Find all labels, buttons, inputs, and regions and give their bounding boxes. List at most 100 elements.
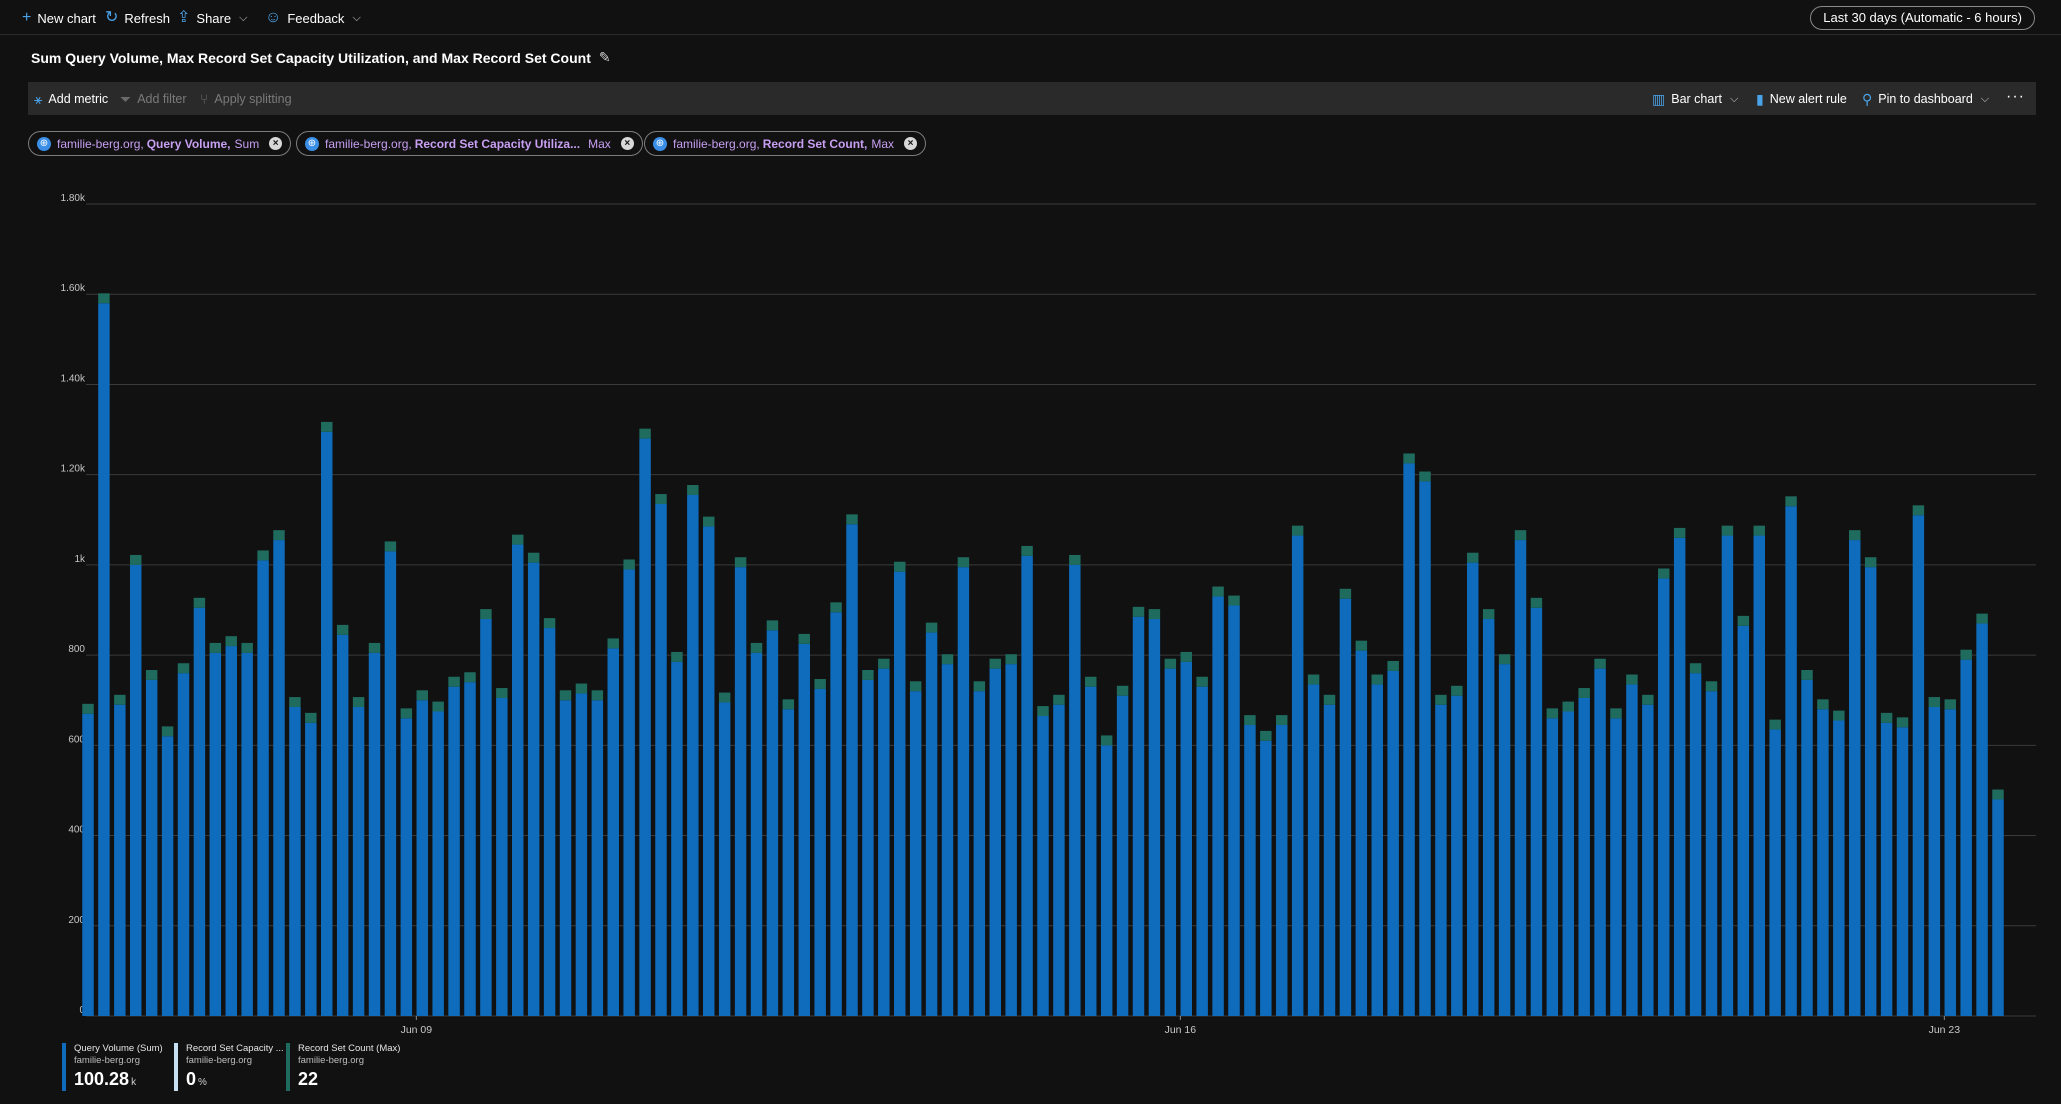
- bar-query-volume[interactable]: [1880, 722, 1893, 1016]
- bar-query-volume[interactable]: [1562, 711, 1574, 1017]
- bar-query-volume[interactable]: [1085, 686, 1097, 1016]
- bar-record-set-count[interactable]: [1053, 694, 1065, 705]
- bar-query-volume[interactable]: [512, 544, 524, 1016]
- legend-item-query-volume[interactable]: Query Volume (Sum) familie-berg.org 100.…: [62, 1043, 163, 1091]
- bar-record-set-count[interactable]: [1116, 685, 1129, 696]
- bar-query-volume[interactable]: [1944, 709, 1956, 1016]
- bar-record-set-count[interactable]: [1291, 525, 1304, 536]
- bar-record-set-count[interactable]: [1530, 597, 1543, 608]
- bar-record-set-count[interactable]: [336, 624, 349, 635]
- bar-record-set-count[interactable]: [1451, 685, 1463, 696]
- bar-query-volume[interactable]: [1817, 709, 1829, 1016]
- bar-query-volume[interactable]: [82, 713, 94, 1016]
- bar-record-set-count[interactable]: [591, 690, 604, 701]
- bar-record-set-count[interactable]: [1164, 658, 1177, 669]
- bar-record-set-count[interactable]: [1132, 606, 1145, 617]
- bar-record-set-count[interactable]: [1355, 640, 1368, 651]
- bar-query-volume[interactable]: [1371, 684, 1383, 1016]
- bar-query-volume[interactable]: [1928, 706, 1941, 1016]
- bar-record-set-count[interactable]: [1864, 557, 1877, 568]
- bar-query-volume[interactable]: [480, 619, 492, 1016]
- bar-record-set-count[interactable]: [1212, 586, 1224, 597]
- bar-query-volume[interactable]: [1976, 623, 1988, 1016]
- bar-record-set-count[interactable]: [1753, 525, 1765, 536]
- bar-query-volume[interactable]: [1100, 745, 1113, 1016]
- bar-record-set-count[interactable]: [1403, 453, 1415, 464]
- bar-record-set-count[interactable]: [798, 633, 810, 644]
- bar-query-volume[interactable]: [925, 632, 938, 1016]
- bar-record-set-count[interactable]: [241, 642, 253, 653]
- bar-query-volume[interactable]: [1148, 619, 1161, 1016]
- bar-record-set-count[interactable]: [464, 672, 476, 683]
- bar-query-volume[interactable]: [496, 697, 508, 1016]
- bar-query-volume[interactable]: [1864, 567, 1877, 1016]
- bar-query-volume[interactable]: [384, 551, 397, 1016]
- bar-record-set-count[interactable]: [718, 692, 731, 703]
- bar-query-volume[interactable]: [273, 540, 285, 1016]
- bar-query-volume[interactable]: [321, 431, 333, 1016]
- bar-query-volume[interactable]: [368, 652, 381, 1016]
- bar-record-set-count[interactable]: [957, 557, 970, 568]
- bar-record-set-count[interactable]: [1005, 654, 1017, 665]
- bar-query-volume[interactable]: [1833, 720, 1845, 1016]
- bar-record-set-count[interactable]: [257, 550, 269, 561]
- pin-to-dashboard-dropdown[interactable]: ⚲ Pin to dashboard ⌵: [1862, 90, 1989, 108]
- more-options-button[interactable]: ···: [2006, 88, 2025, 105]
- bar-record-set-count[interactable]: [973, 681, 986, 692]
- bar-record-set-count[interactable]: [1896, 717, 1909, 728]
- bar-query-volume[interactable]: [559, 700, 572, 1016]
- bar-record-set-count[interactable]: [1833, 710, 1845, 721]
- bar-query-volume[interactable]: [1228, 605, 1240, 1016]
- bar-query-volume[interactable]: [1992, 799, 2004, 1016]
- bar-record-set-count[interactable]: [1673, 527, 1686, 538]
- bar-record-set-count[interactable]: [1594, 658, 1606, 669]
- bar-record-set-count[interactable]: [1228, 595, 1240, 606]
- legend-item-record-set-count[interactable]: Record Set Count (Max) familie-berg.org …: [286, 1043, 400, 1091]
- close-icon[interactable]: ×: [620, 137, 634, 150]
- bar-query-volume[interactable]: [1482, 619, 1495, 1016]
- bar-query-volume[interactable]: [878, 668, 890, 1016]
- bar-record-set-count[interactable]: [130, 554, 142, 565]
- bar-query-volume[interactable]: [130, 564, 142, 1016]
- bar-query-volume[interactable]: [1387, 670, 1399, 1016]
- bar-query-volume[interactable]: [1801, 679, 1813, 1016]
- bar-record-set-count[interactable]: [1307, 674, 1320, 685]
- bar-query-volume[interactable]: [1594, 668, 1606, 1016]
- bar-query-volume[interactable]: [1005, 664, 1017, 1016]
- bar-record-set-count[interactable]: [1498, 654, 1511, 665]
- bar-query-volume[interactable]: [846, 524, 858, 1016]
- bar-record-set-count[interactable]: [1578, 688, 1590, 698]
- bar-query-volume[interactable]: [703, 526, 715, 1016]
- bar-query-volume[interactable]: [1721, 535, 1734, 1016]
- bar-query-volume[interactable]: [1498, 664, 1511, 1016]
- bars[interactable]: [82, 293, 2004, 1017]
- bar-record-set-count[interactable]: [352, 697, 365, 707]
- bar-query-volume[interactable]: [1642, 704, 1654, 1016]
- add-filter-button[interactable]: ⏷ Add filter: [120, 90, 187, 108]
- bar-record-set-count[interactable]: [1514, 530, 1527, 541]
- bar-query-volume[interactable]: [400, 718, 413, 1016]
- metric-pill-query-volume[interactable]: ⊕ familie-berg.org, Query Volume, Sum ×: [28, 131, 292, 156]
- refresh-button[interactable]: ↻ Refresh: [105, 8, 170, 28]
- bar-record-set-count[interactable]: [98, 293, 110, 304]
- bar-record-set-count[interactable]: [894, 561, 906, 572]
- bar-query-volume[interactable]: [591, 700, 604, 1016]
- bar-query-volume[interactable]: [766, 630, 779, 1016]
- feedback-button[interactable]: ☺ Feedback ⌵: [265, 8, 361, 28]
- bar-query-volume[interactable]: [1307, 684, 1320, 1016]
- bar-record-set-count[interactable]: [368, 642, 381, 653]
- bar-record-set-count[interactable]: [1148, 609, 1161, 620]
- bar-query-volume[interactable]: [1053, 704, 1065, 1016]
- bar-query-volume[interactable]: [1546, 718, 1559, 1016]
- close-icon[interactable]: ×: [269, 137, 283, 150]
- bar-query-volume[interactable]: [464, 682, 476, 1016]
- bar-query-volume[interactable]: [177, 673, 190, 1016]
- bar-query-volume[interactable]: [1419, 481, 1431, 1016]
- bar-record-set-count[interactable]: [305, 712, 317, 723]
- bar-record-set-count[interactable]: [878, 658, 890, 669]
- metric-pill-record-set-count[interactable]: ⊕ familie-berg.org, Record Set Count, Ma…: [644, 131, 927, 156]
- bar-query-volume[interactable]: [257, 560, 269, 1016]
- bar-query-volume[interactable]: [814, 688, 826, 1016]
- bar-record-set-count[interactable]: [575, 683, 588, 694]
